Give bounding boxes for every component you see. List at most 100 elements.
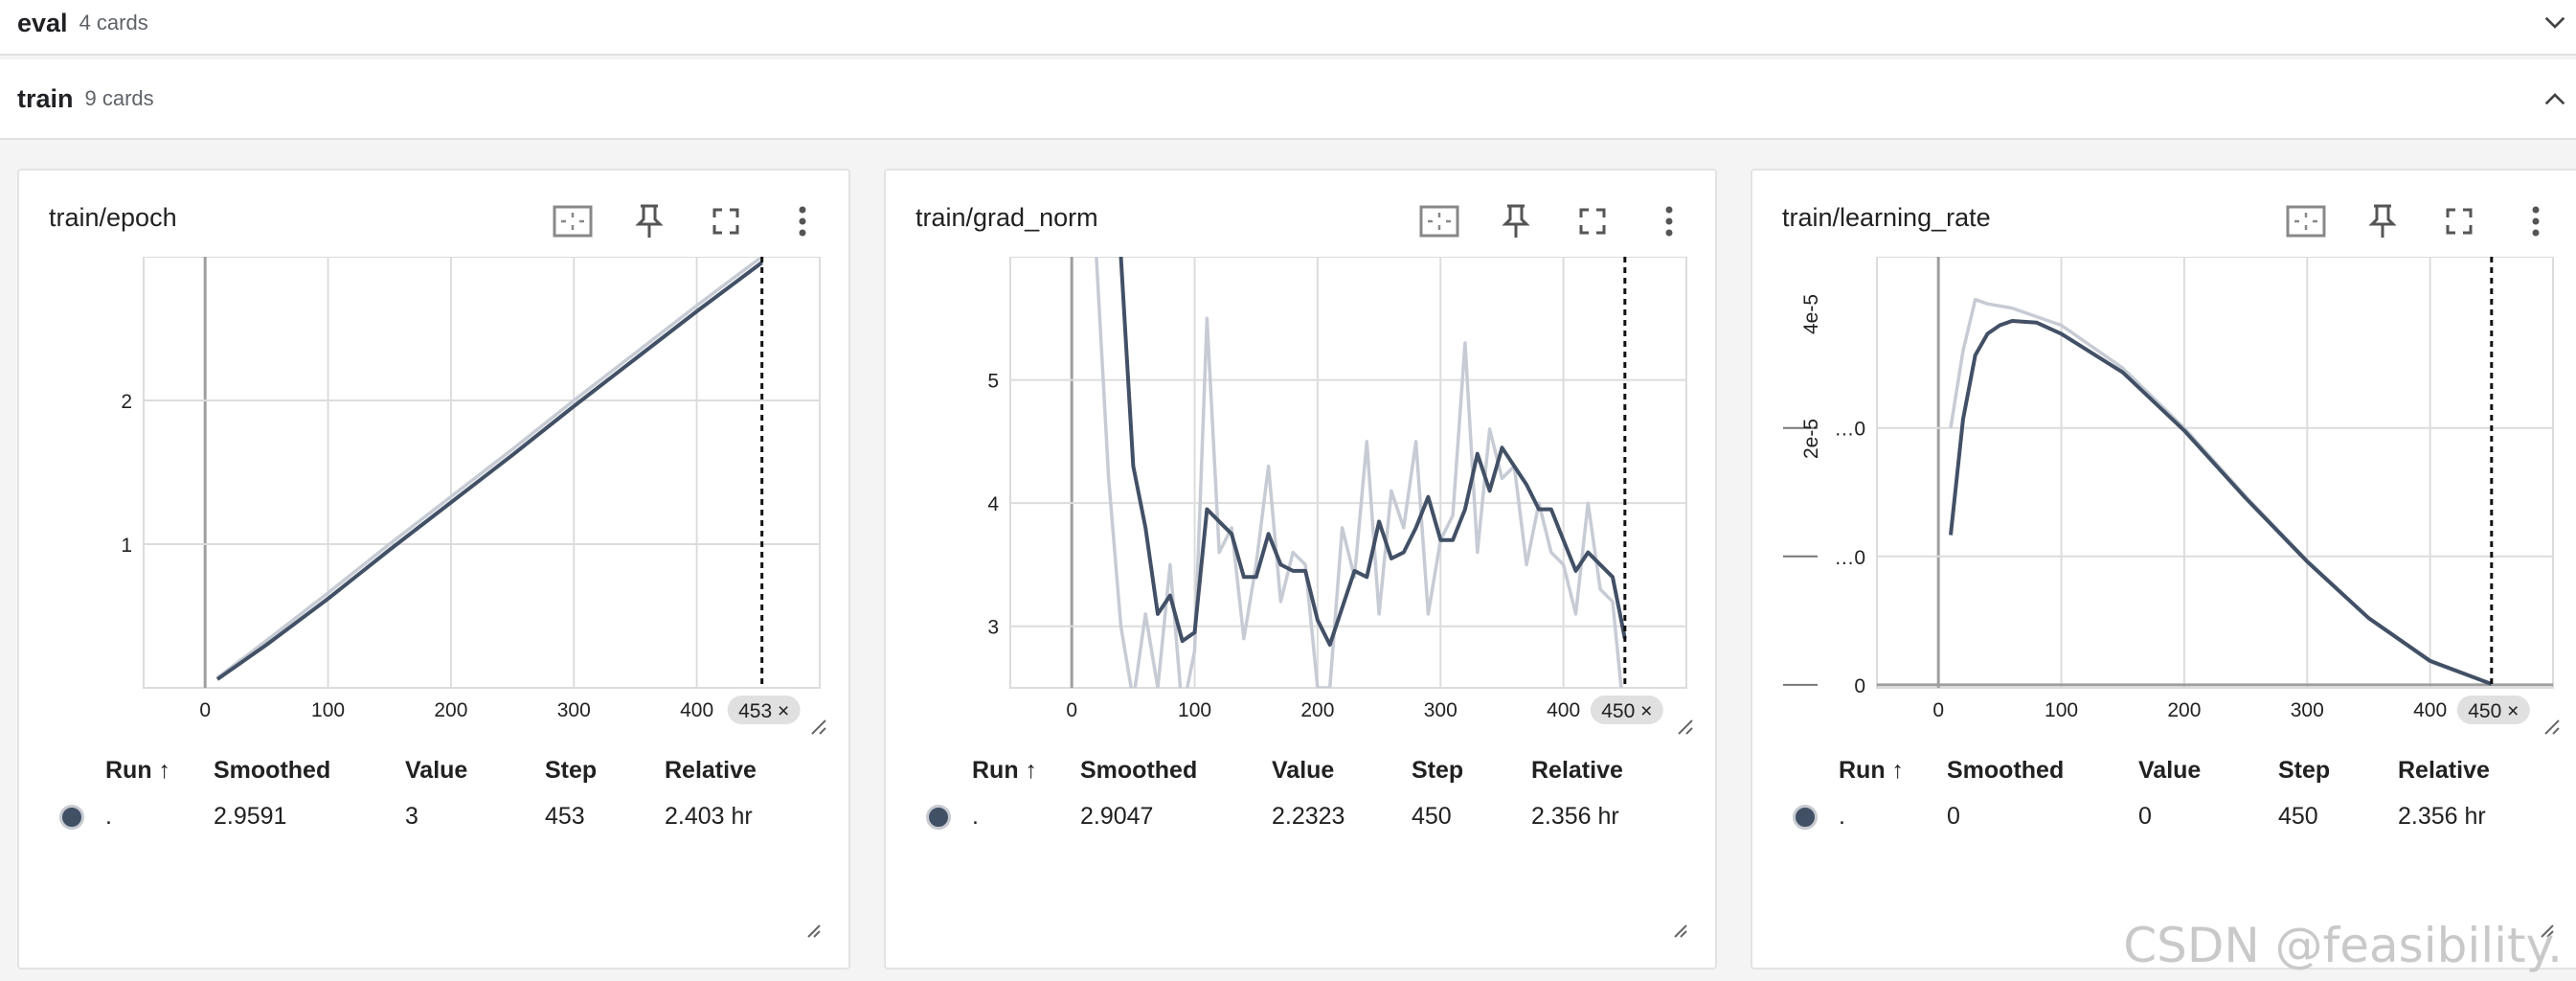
group-header-train[interactable]: train 9 cards — [0, 59, 2576, 140]
resize-icon — [2544, 719, 2560, 735]
y-axis-label: 4e-5 — [1800, 294, 1822, 334]
series-line-smoothed — [1119, 257, 1627, 647]
x-tick-label: 100 — [1178, 699, 1211, 721]
card-title: train/epoch — [49, 203, 177, 232]
x-tick-label: 0 — [1932, 699, 1944, 721]
series-line-raw — [1095, 257, 1623, 688]
y-tick-label: 1 — [121, 535, 132, 557]
x-tick-label: 400 — [2413, 699, 2447, 721]
x-tick-label: 400 — [1547, 699, 1580, 721]
scalar-card: train/learning_rate Run ↑ Smoothed Value… — [1751, 169, 2576, 970]
col-value[interactable]: Value — [1272, 757, 1335, 784]
card-title: train/learning_rate — [1782, 203, 1991, 232]
step-chip[interactable]: 453 × — [727, 696, 801, 724]
y-tick-label: 3 — [987, 617, 999, 639]
cell-relative: 2.356 hr — [2398, 803, 2486, 830]
resize-icon[interactable] — [1669, 920, 1688, 939]
fullscreen-icon[interactable] — [2437, 199, 2481, 243]
scalar-card: train/epoch Run ↑ Smoothed Value Step Re… — [17, 169, 850, 970]
more-vert-icon[interactable] — [2514, 199, 2558, 243]
svg-text:450 ×: 450 × — [2468, 700, 2519, 722]
run-color-swatch[interactable] — [1793, 805, 1818, 830]
chart-plot[interactable]: 0 100 200 300 400 1 2 453 × — [19, 257, 852, 927]
more-vert-icon[interactable] — [780, 199, 825, 243]
col-smoothed[interactable]: Smoothed — [214, 757, 331, 784]
col-value[interactable]: Value — [2138, 757, 2202, 784]
x-tick-label: 200 — [2167, 699, 2201, 721]
cell-smoothed: 0 — [1947, 803, 1960, 830]
x-tick-label: 300 — [557, 699, 591, 721]
chart-plot[interactable]: 0 100 200 300 400 3 4 5 450 × — [886, 257, 1719, 927]
plot-frame — [143, 257, 821, 689]
svg-text:450 ×: 450 × — [1601, 700, 1652, 722]
fit-domain-icon[interactable] — [551, 199, 595, 243]
cell-relative: 2.403 hr — [665, 803, 753, 830]
cell-relative: 2.356 hr — [1531, 803, 1619, 830]
series-line-smoothed — [215, 261, 763, 681]
x-tick-label: 300 — [1424, 699, 1457, 721]
group-header-eval[interactable]: eval 4 cards — [0, 0, 2576, 56]
more-vert-icon[interactable] — [1647, 199, 1691, 243]
col-relative[interactable]: Relative — [1531, 757, 1623, 784]
plot-frame — [1009, 257, 1687, 689]
x-tick-label: 100 — [311, 699, 345, 721]
plot-frame — [1876, 257, 2554, 689]
x-tick-label: 200 — [434, 699, 467, 721]
y-axis-label: 2e-5 — [1800, 419, 1822, 459]
run-color-swatch[interactable] — [926, 805, 951, 830]
y-tick-label: …0 — [1834, 547, 1865, 569]
x-tick-label: 0 — [199, 699, 211, 721]
col-run[interactable]: Run ↑ — [972, 757, 1038, 784]
run-color-swatch[interactable] — [59, 805, 84, 830]
fullscreen-icon[interactable] — [1570, 199, 1615, 243]
fit-domain-icon[interactable] — [1417, 199, 1461, 243]
y-tick-label: 4 — [987, 493, 999, 515]
x-tick-label: 400 — [680, 699, 713, 721]
cell-smoothed: 2.9591 — [214, 803, 287, 830]
col-step[interactable]: Step — [1412, 757, 1464, 784]
cell-value: 0 — [2138, 803, 2152, 830]
series-line-raw — [215, 257, 763, 679]
col-smoothed[interactable]: Smoothed — [1947, 757, 2065, 784]
y-tick-label: 0 — [1854, 675, 1865, 697]
x-tick-label: 200 — [1300, 699, 1334, 721]
cell-step: 450 — [1412, 803, 1452, 830]
pin-icon[interactable] — [1494, 199, 1538, 243]
col-relative[interactable]: Relative — [2398, 757, 2490, 784]
col-value[interactable]: Value — [405, 757, 468, 784]
cell-step: 453 — [545, 803, 585, 830]
group-name: eval — [17, 8, 68, 37]
resize-icon[interactable] — [2536, 920, 2555, 939]
col-run[interactable]: Run ↑ — [1839, 757, 1905, 784]
scalar-card: train/grad_norm Run ↑ Smoothed Value Ste… — [884, 169, 1717, 970]
col-step[interactable]: Step — [545, 757, 598, 784]
pin-icon[interactable] — [627, 199, 671, 243]
x-tick-label: 100 — [2045, 699, 2078, 721]
chevron-up-icon[interactable] — [2540, 83, 2570, 114]
cell-value: 3 — [405, 803, 418, 830]
x-tick-label: 0 — [1066, 699, 1077, 721]
col-smoothed[interactable]: Smoothed — [1080, 757, 1198, 784]
cell-run: . — [1839, 803, 1845, 830]
card-title: train/grad_norm — [915, 203, 1098, 232]
resize-icon[interactable] — [802, 920, 822, 939]
cell-smoothed: 2.9047 — [1080, 803, 1154, 830]
series-line-smoothed — [1949, 319, 2493, 686]
cell-value: 2.2323 — [1272, 803, 1345, 830]
step-chip[interactable]: 450 × — [2456, 696, 2530, 724]
chevron-down-icon[interactable] — [2540, 8, 2570, 38]
fullscreen-icon[interactable] — [704, 199, 748, 243]
step-chip[interactable]: 450 × — [1590, 696, 1663, 724]
chart-plot[interactable]: 0 100 200 300 400 …0 …0 0 4e-5 2e-5 450 × — [1752, 257, 2576, 927]
fit-domain-icon[interactable] — [2284, 199, 2328, 243]
series-line-raw — [1949, 297, 2493, 686]
col-relative[interactable]: Relative — [665, 757, 757, 784]
group-count: 9 cards — [84, 86, 154, 110]
resize-icon — [1678, 719, 1693, 735]
svg-text:453 ×: 453 × — [738, 700, 789, 722]
resize-icon — [811, 719, 826, 735]
col-run[interactable]: Run ↑ — [105, 757, 171, 784]
y-tick-label: …0 — [1834, 419, 1865, 441]
col-step[interactable]: Step — [2278, 757, 2331, 784]
pin-icon[interactable] — [2361, 199, 2405, 243]
